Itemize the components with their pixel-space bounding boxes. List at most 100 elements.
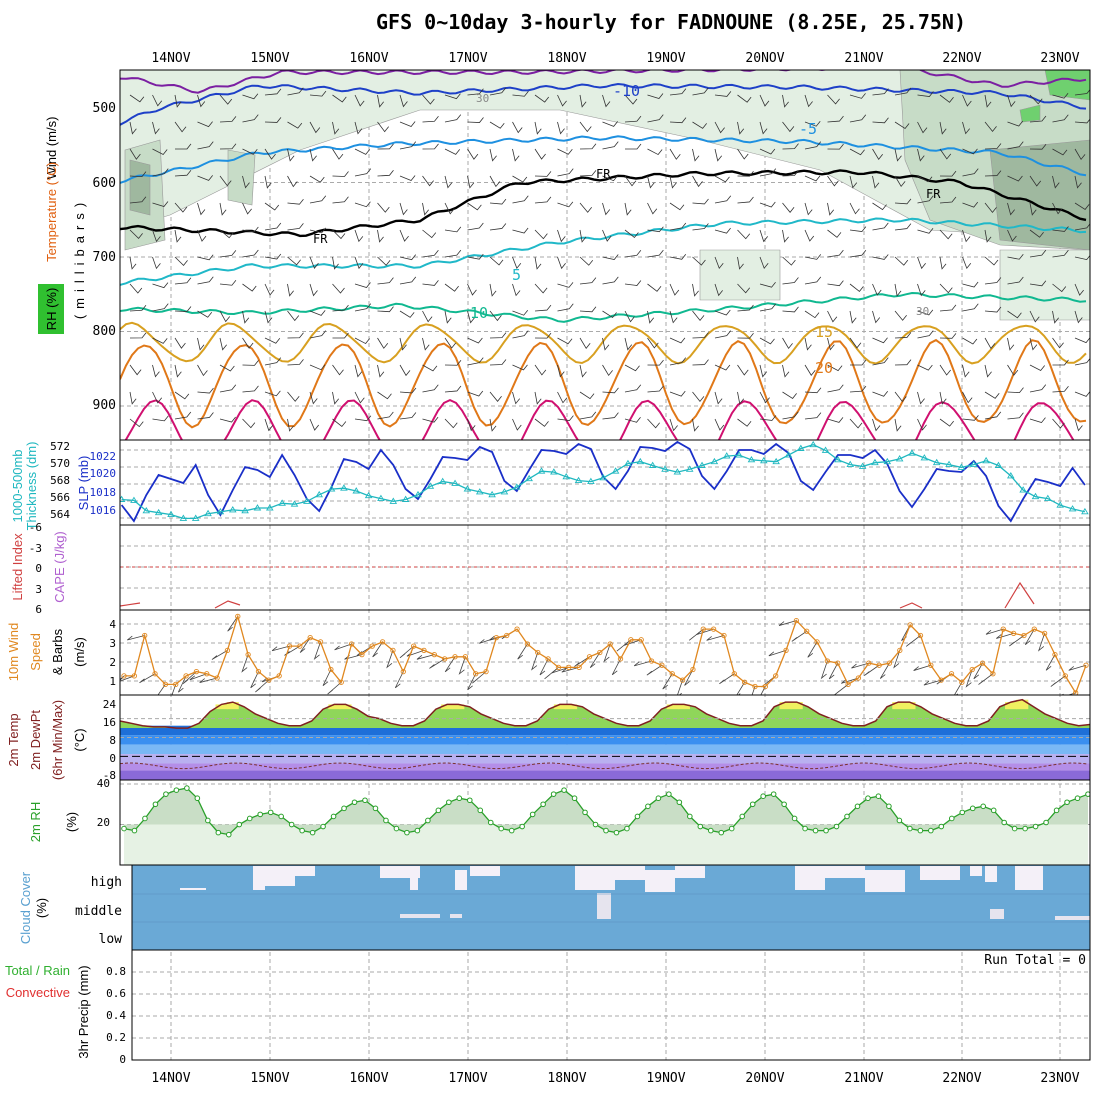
lifted-tick: 6: [35, 603, 42, 616]
wind10m-barb: [517, 643, 528, 660]
wind10m-barb: [157, 684, 166, 695]
wind-barb: [849, 385, 867, 393]
wind-barb: [737, 304, 754, 312]
day-label-bottom: 16NOV: [349, 1071, 388, 1086]
wind10m-barb: [905, 635, 921, 647]
thickness-point: [636, 457, 645, 465]
thickness-point: [352, 487, 361, 494]
wind-barb: [1029, 249, 1047, 258]
lifted-index-line: [119, 602, 141, 607]
thickness-point: [315, 490, 323, 498]
dewpoint-band: [120, 725, 1090, 736]
wind-barb: [287, 391, 300, 402]
wind-barb: [377, 121, 389, 133]
wind10m-point: [400, 668, 406, 675]
wind-barb: [782, 364, 790, 378]
wind-barb: [984, 364, 992, 378]
rh-point: [1011, 825, 1018, 832]
wind-barb: [1074, 283, 1084, 296]
temp2m-units-label: (°C): [72, 728, 87, 751]
temperature-axis-label: Temperature (°C): [44, 162, 59, 262]
wind10m-point: [597, 649, 603, 656]
wind-barb: [804, 175, 821, 182]
wind-barb: [242, 93, 259, 100]
upper-tick: 700: [93, 250, 116, 265]
wind-barb: [962, 415, 979, 421]
wind-barb: [579, 411, 597, 420]
rh-point: [257, 811, 264, 818]
wind-barb: [624, 310, 635, 323]
thickness-point: [809, 440, 817, 448]
rh2m-panel: [120, 783, 1090, 865]
wind-barb: [512, 227, 529, 234]
wind10m-point: [566, 664, 572, 671]
cloud-clear-high: [470, 866, 500, 876]
wind-barb: [647, 226, 664, 233]
panel-frame-precip: [131, 949, 1091, 1061]
wind-barb: [309, 330, 327, 339]
wind-barb: [714, 283, 723, 297]
wind10m-point: [369, 643, 375, 649]
wind-barb: [377, 337, 389, 349]
wind-barb: [467, 117, 484, 123]
thickness-point: [475, 488, 484, 495]
wind10m-barb: [603, 643, 611, 663]
day-label-top: 14NOV: [151, 51, 190, 66]
rh-point: [519, 823, 525, 830]
wind-barb: [714, 175, 730, 183]
wind-barb: [354, 201, 371, 208]
wind-barb: [1052, 114, 1069, 123]
wind10m-barb: [646, 664, 663, 676]
wind-barb: [354, 364, 363, 378]
rh-point: [236, 821, 243, 828]
wind-barb: [1007, 412, 1024, 420]
wind10m-point: [193, 668, 200, 675]
wind10m-point: [328, 666, 334, 673]
wind10m-barb: [778, 620, 797, 626]
day-label-bottom: 19NOV: [646, 1071, 685, 1086]
wind-barb: [759, 364, 768, 378]
wind-barb: [692, 223, 709, 231]
wind-barb: [377, 202, 390, 213]
wind-barb: [782, 170, 799, 177]
wind-barb: [984, 170, 1002, 177]
wind10m-point: [390, 647, 396, 654]
slp-tick: 1018: [90, 486, 117, 499]
wind-barb: [1007, 387, 1024, 394]
wind10m-point: [576, 664, 582, 671]
wind-barb: [602, 364, 613, 377]
wind-barb: [129, 229, 143, 239]
wind-barb: [894, 332, 912, 339]
rh-shading: [1019, 104, 1041, 123]
lifted-index-line: [214, 600, 241, 609]
wind-barb: [174, 229, 182, 243]
wind-barb: [939, 418, 954, 427]
wind10m-point: [183, 673, 189, 679]
wind-barb: [557, 256, 566, 270]
wind10m-point: [679, 677, 686, 683]
rh-point: [508, 827, 515, 834]
wind-barb: [1029, 94, 1043, 105]
rh-point: [666, 791, 672, 797]
wind-barb: [872, 418, 881, 432]
rh-point: [278, 813, 284, 820]
wind-barb: [557, 201, 574, 208]
thickness-point: [969, 460, 978, 468]
wind-barb: [579, 170, 597, 177]
wind-barb: [219, 94, 233, 105]
wind-barb: [399, 310, 415, 318]
day-axis-top: 14NOV 15NOV 16NOV 17NOV 18NOV 19NOV 20NOV 21NOV…: [151, 51, 1079, 66]
thickness-point: [327, 485, 336, 492]
wind-barb: [602, 412, 619, 420]
wind-barb: [219, 250, 237, 258]
isotherm-line-25: [124, 398, 1075, 440]
wind-barb: [467, 253, 484, 260]
rh-point: [697, 823, 704, 830]
wind-barb: [219, 280, 237, 286]
wind-barb: [692, 332, 709, 339]
thickness-point: [204, 509, 212, 517]
thickness-point: [142, 506, 151, 514]
wind-barb: [1052, 250, 1069, 258]
wind10m-point: [524, 641, 531, 647]
wind-barb: [512, 309, 529, 316]
